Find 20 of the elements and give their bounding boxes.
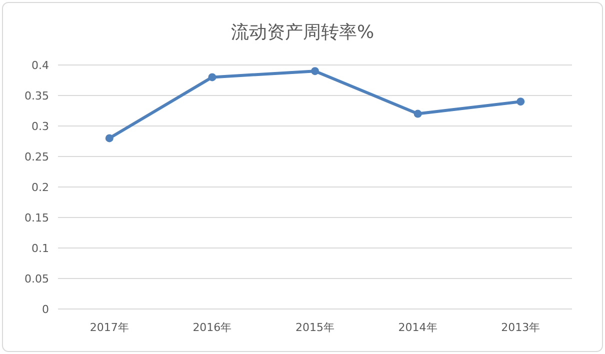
x-tick-label: 2015年 [296, 321, 334, 334]
x-tick-label: 2016年 [192, 321, 232, 334]
y-tick-label: 0 [42, 303, 49, 316]
point [414, 110, 422, 118]
y-tick-label: 0.25 [24, 150, 49, 164]
point [105, 134, 114, 142]
y-tick-label: 0.15 [24, 212, 49, 224]
y-tick-label: 0.1 [32, 242, 49, 255]
y-tick-label: 0.35 [24, 90, 49, 102]
y-tick-label: 0.2 [32, 181, 49, 194]
x-tick-label: 2013年 [501, 321, 540, 334]
y-tick-label: 0.05 [24, 272, 49, 286]
point [208, 73, 216, 82]
point [516, 98, 525, 106]
y-tick-label: 0.4 [32, 59, 49, 72]
x-tick-label: 2014年 [398, 321, 438, 334]
x-tick-label: 2017年 [90, 321, 129, 334]
point [311, 67, 319, 76]
y-tick-label: 0.3 [32, 120, 49, 133]
chart-title: 流动资产周转率% [230, 22, 374, 43]
